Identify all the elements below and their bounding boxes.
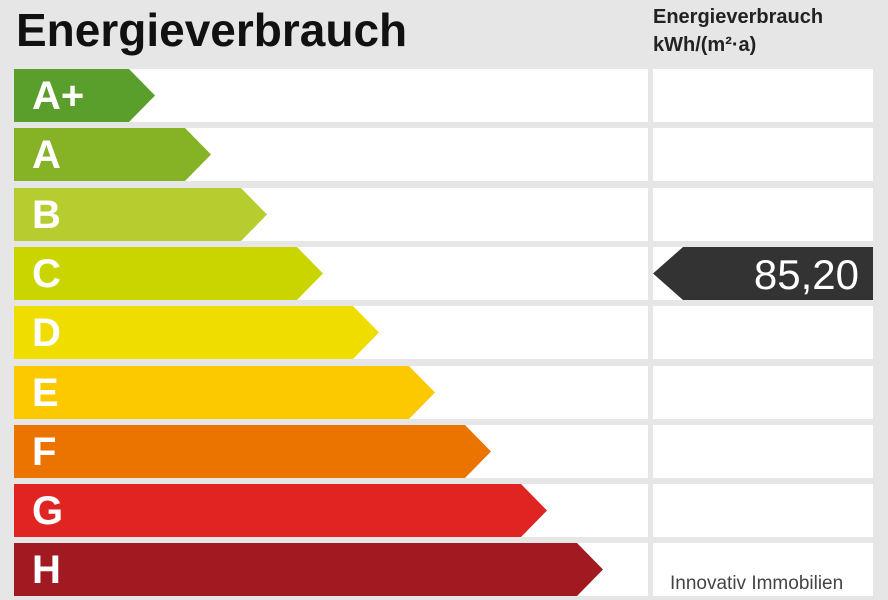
value-cell xyxy=(653,128,873,181)
page-title: Energieverbrauch xyxy=(16,4,408,56)
energy-class-row: F xyxy=(14,425,874,478)
consumption-marker: 85,20 xyxy=(653,247,873,300)
energy-class-row: A+ xyxy=(14,69,874,122)
energy-class-label: A xyxy=(32,133,61,177)
energy-class-arrow xyxy=(14,484,548,537)
energy-class-arrow xyxy=(14,306,380,359)
column-header: Energieverbrauch kWh/(m²·a) xyxy=(653,3,883,59)
consumption-value: 85,20 xyxy=(753,251,859,298)
energy-class-row: E xyxy=(14,366,874,419)
value-cell xyxy=(653,366,873,419)
value-cell xyxy=(653,188,873,241)
energy-class-arrow xyxy=(14,128,212,181)
value-cell xyxy=(653,484,873,537)
energy-class-label: G xyxy=(32,489,64,533)
energy-class-label: A+ xyxy=(32,74,85,118)
energy-class-row: H xyxy=(14,543,874,596)
value-cell xyxy=(653,69,873,122)
energy-class-row: B xyxy=(14,188,874,241)
energy-class-row: D xyxy=(14,306,874,359)
energy-class-row: G xyxy=(14,484,874,537)
energy-class-arrow xyxy=(14,425,492,478)
energy-class-label: D xyxy=(32,311,61,355)
energy-class-arrow xyxy=(14,69,156,122)
marker-arrow-shape xyxy=(653,247,873,300)
energy-class-label: C xyxy=(32,252,61,296)
energy-class-arrow xyxy=(14,543,604,596)
energy-class-label: H xyxy=(32,548,61,592)
energy-class-arrow xyxy=(14,188,268,241)
value-cell xyxy=(653,425,873,478)
column-header-line1: Energieverbrauch xyxy=(653,6,824,28)
value-cell xyxy=(653,543,873,596)
energy-class-label: F xyxy=(32,430,57,474)
energy-class-row: A xyxy=(14,128,874,181)
energy-class-label: E xyxy=(32,371,59,415)
energy-class-arrow xyxy=(14,366,436,419)
energy-class-arrow xyxy=(14,247,324,300)
footer-credit: Innovativ Immobilien xyxy=(670,573,844,594)
column-header-unit: kWh/(m²·a) xyxy=(653,34,757,56)
energy-class-label: B xyxy=(32,193,61,237)
value-cell xyxy=(653,306,873,359)
